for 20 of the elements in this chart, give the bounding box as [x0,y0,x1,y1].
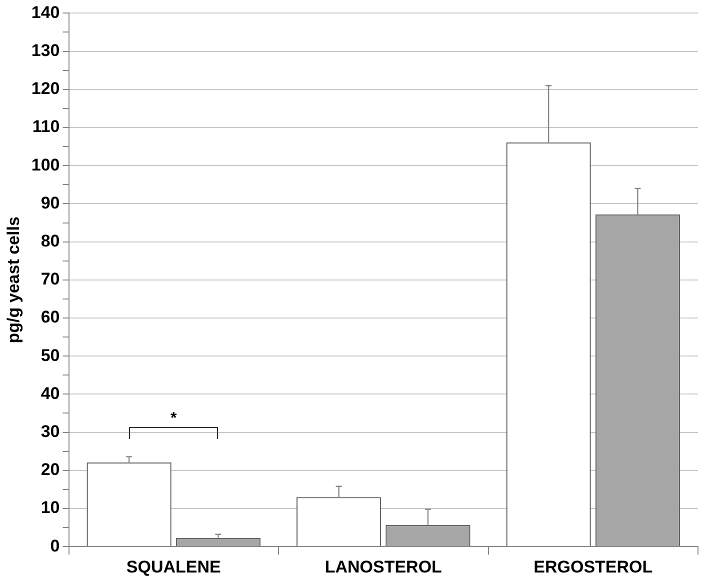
y-tick-label: 130 [31,40,60,60]
annotation: * [170,410,178,428]
y-tick-label: 110 [32,117,60,136]
y-tick-label: 80 [40,231,60,250]
x-tick-label: LANOSTEROL [324,557,442,576]
y-tick-label: 10 [40,498,60,518]
y-axis-title: pg/g yeast cells [4,216,23,344]
x-tick-label: ERGOSTEROL [534,557,653,576]
y-tick-label: 20 [40,460,60,480]
y-tick-label: 90 [40,193,60,212]
y-tick-label: 30 [40,422,60,441]
x-tick-label: SQUALENE [126,557,221,576]
y-tick-label: 50 [40,346,60,365]
y-tick-label: 70 [40,270,60,289]
y-tick-label: 40 [40,384,60,403]
y-tick-label: 0 [50,536,60,556]
y-tick-label: 120 [31,79,60,98]
y-tick-label: 100 [31,155,60,174]
y-tick-label: 140 [31,2,60,22]
y-tick-label: 60 [40,308,60,327]
